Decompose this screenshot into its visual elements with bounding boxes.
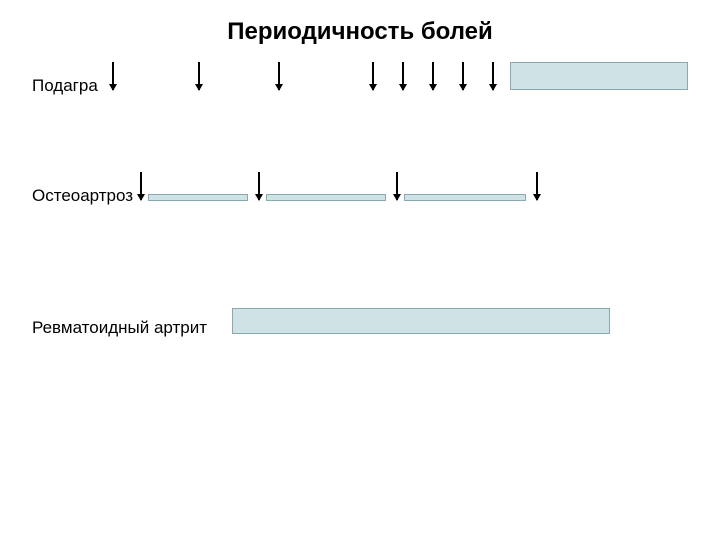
arrow-osteoarthrosis-1 bbox=[258, 172, 260, 200]
arrow-gout-2 bbox=[278, 62, 280, 90]
row-label-rheumatoid: Ревматоидный артрит bbox=[32, 318, 207, 338]
bar-osteoarthrosis-2 bbox=[404, 194, 526, 201]
arrow-osteoarthrosis-2 bbox=[396, 172, 398, 200]
row-label-gout: Подагра bbox=[32, 76, 98, 96]
block-gout-0 bbox=[510, 62, 688, 90]
row-label-osteoarthrosis: Остеоартроз bbox=[32, 186, 133, 206]
arrow-gout-1 bbox=[198, 62, 200, 90]
bar-osteoarthrosis-1 bbox=[266, 194, 386, 201]
bar-osteoarthrosis-0 bbox=[148, 194, 248, 201]
arrow-osteoarthrosis-0 bbox=[140, 172, 142, 200]
arrow-osteoarthrosis-3 bbox=[536, 172, 538, 200]
diagram-title: Периодичность болей bbox=[0, 18, 720, 46]
arrow-gout-3 bbox=[372, 62, 374, 90]
arrow-gout-7 bbox=[492, 62, 494, 90]
arrow-gout-6 bbox=[462, 62, 464, 90]
arrow-gout-5 bbox=[432, 62, 434, 90]
arrow-gout-4 bbox=[402, 62, 404, 90]
block-rheumatoid-0 bbox=[232, 308, 610, 334]
arrow-gout-0 bbox=[112, 62, 114, 90]
